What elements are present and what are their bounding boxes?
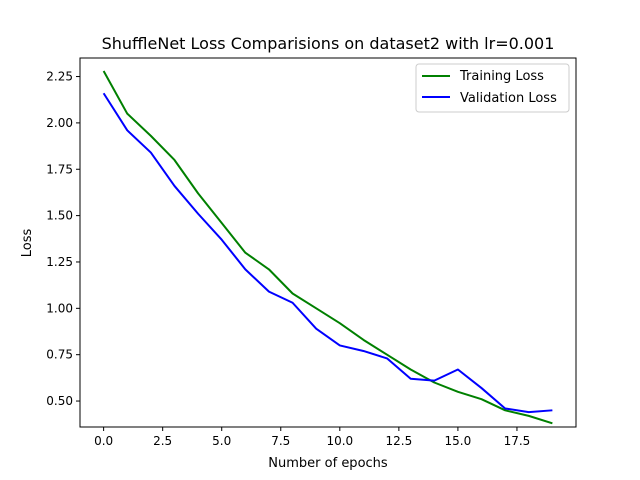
plot-frame (79, 57, 577, 428)
y-axis-label: Loss (20, 229, 35, 258)
y-tick-label: 1.00 (46, 301, 73, 315)
x-tick-label: 0.0 (94, 434, 113, 448)
y-tick-label: 2.25 (46, 70, 73, 84)
y-tick-label: 2.00 (46, 116, 73, 130)
x-tick-label: 12.5 (385, 434, 412, 448)
training-loss-line (102, 70, 553, 425)
y-tick-label: 1.75 (46, 162, 73, 176)
y-axis-ticks: 0.50 0.75 1.00 1.25 1.50 1.75 2.00 2.25 (46, 70, 80, 408)
x-tick-label: 10.0 (326, 434, 353, 448)
chart-title: ShuffleNet Loss Comparisions on dataset2… (102, 34, 555, 53)
validation-loss-line (102, 92, 553, 414)
x-tick-label: 15.0 (445, 434, 472, 448)
x-tick-label: 2.5 (153, 434, 172, 448)
y-tick-label: 1.25 (46, 255, 73, 269)
legend: Training Loss Validation Loss (415, 63, 570, 113)
x-axis-ticks: 0.0 2.5 5.0 7.5 10.0 12.5 15.0 17.5 (94, 427, 530, 448)
plot-area (80, 58, 576, 427)
y-tick-label: 1.50 (46, 209, 73, 223)
y-tick-label: 0.75 (46, 348, 73, 362)
y-tick-label: 0.50 (46, 394, 73, 408)
x-tick-label: 7.5 (271, 434, 290, 448)
legend-box (415, 63, 570, 113)
x-tick-label: 5.0 (212, 434, 231, 448)
x-tick-label: 17.5 (504, 434, 531, 448)
legend-label-validation: Validation Loss (460, 91, 557, 106)
series-layer (102, 70, 553, 425)
x-axis-label: Number of epochs (268, 456, 388, 471)
legend-label-training: Training Loss (459, 69, 544, 84)
